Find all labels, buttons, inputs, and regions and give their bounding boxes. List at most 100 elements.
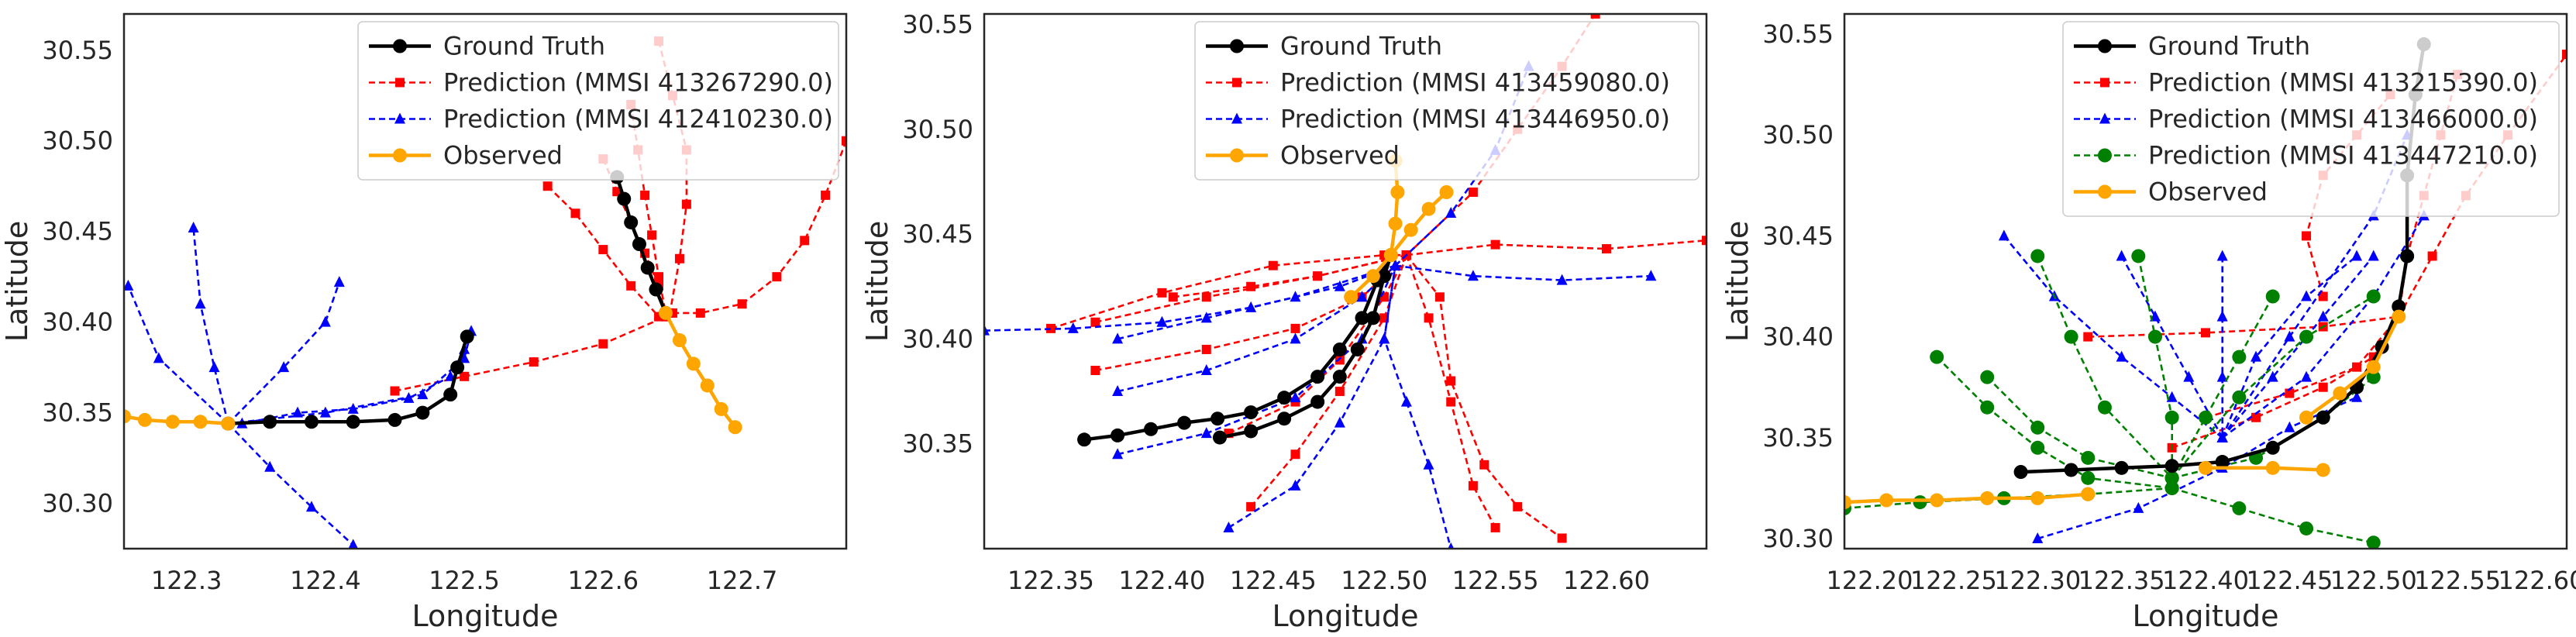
point-marker — [632, 237, 646, 252]
y-axis-label: Latitude — [0, 221, 34, 342]
x-axis-label: Longitude — [412, 599, 559, 633]
square-marker — [1490, 522, 1500, 532]
series-line — [227, 281, 341, 425]
triangle-marker — [1200, 427, 1212, 439]
triangle-marker — [2216, 370, 2228, 382]
triangle-marker — [153, 352, 164, 363]
point-marker — [1980, 400, 1995, 415]
point-marker — [2265, 460, 2280, 475]
triangle-marker — [1223, 521, 1235, 532]
point-marker — [415, 405, 430, 420]
point-marker — [2316, 410, 2330, 425]
point-marker — [2265, 440, 2280, 455]
point-marker — [460, 329, 474, 344]
triangle-marker — [1290, 479, 1301, 491]
square-marker — [674, 253, 684, 263]
point-marker — [686, 356, 701, 371]
x-tick-label: 122.40 — [1118, 566, 1205, 595]
series-line — [1390, 191, 1448, 257]
series-line — [1095, 253, 1407, 324]
square-marker — [2302, 231, 2312, 241]
triangle-marker — [1067, 322, 1079, 333]
square-marker — [821, 190, 831, 200]
triangle-marker — [1998, 229, 2009, 241]
triangle-marker — [1390, 259, 1401, 270]
y-tick-label: 30.55 — [42, 36, 113, 65]
series-line — [1383, 265, 1452, 549]
triangle-marker — [333, 276, 345, 288]
point-marker — [1244, 405, 1259, 420]
x-tick-label: 122.5 — [429, 566, 500, 595]
x-tick-label: 122.3 — [151, 566, 222, 595]
point-marker — [700, 378, 715, 393]
x-tick-label: 122.20 — [1827, 566, 1913, 595]
series-observed-0 — [1844, 309, 2406, 510]
point-marker — [2366, 289, 2381, 304]
square-marker — [800, 236, 810, 246]
point-marker — [1277, 391, 1292, 405]
square-marker — [695, 308, 705, 318]
triangle-marker — [1467, 270, 1479, 281]
legend-label: Prediction (MMSI 413446950.0) — [1280, 105, 1670, 134]
square-marker — [2285, 388, 2295, 398]
point-marker — [1332, 370, 1347, 384]
triangle-marker — [2284, 421, 2295, 432]
point-marker — [1365, 269, 1380, 284]
point-marker — [1383, 248, 1398, 263]
x-tick-label: 122.60 — [1563, 566, 1650, 595]
triangle-marker — [2267, 370, 2278, 382]
legend-marker — [394, 112, 405, 124]
point-marker — [2392, 309, 2406, 324]
x-axis-label: Longitude — [2133, 599, 2279, 633]
triangle-marker — [1445, 207, 1457, 219]
square-marker — [1313, 271, 1323, 281]
square-marker — [654, 272, 664, 282]
y-tick-label: 30.55 — [1762, 19, 1834, 49]
square-marker — [2318, 382, 2328, 392]
square-marker — [1590, 14, 1600, 19]
y-axis-label: Latitude — [1720, 221, 1755, 342]
y-tick-label: 30.40 — [1762, 322, 1834, 352]
square-marker — [2251, 412, 2261, 422]
square-marker — [390, 386, 400, 396]
point-marker — [2081, 487, 2096, 501]
point-marker — [1310, 394, 1325, 409]
legend-marker — [1230, 39, 1244, 53]
legend-entry: Ground Truth — [2074, 32, 2310, 61]
point-marker — [1177, 415, 1192, 430]
square-marker — [1434, 292, 1445, 302]
triangle-marker — [2216, 310, 2228, 322]
square-marker — [1446, 397, 1456, 407]
plot-frame — [122, 12, 848, 550]
point-marker — [1980, 491, 1995, 505]
square-marker — [1702, 236, 1706, 246]
legend-label: Ground Truth — [2148, 32, 2310, 61]
legend-marker — [393, 39, 407, 53]
legend-marker — [2100, 77, 2109, 88]
x-tick-label: 122.45 — [1230, 566, 1317, 595]
point-marker — [1377, 269, 1392, 284]
point-marker — [2030, 249, 2045, 263]
point-marker — [165, 415, 180, 429]
triangle-marker — [1423, 458, 1434, 470]
square-marker — [737, 299, 747, 309]
point-marker — [1879, 493, 1894, 508]
square-marker — [2201, 328, 2210, 338]
plot-frame — [983, 12, 1708, 550]
y-tick-label: 30.50 — [902, 115, 973, 144]
triangle-marker — [984, 324, 990, 336]
triangle-marker — [305, 501, 317, 512]
triangle-marker — [417, 388, 429, 400]
x-tick-label: 122.50 — [1341, 566, 1427, 595]
triangle-marker — [1112, 448, 1124, 460]
square-marker — [1090, 317, 1100, 327]
point-marker — [728, 420, 742, 435]
point-marker — [2316, 463, 2330, 477]
square-marker — [1157, 288, 1167, 298]
x-tick-label: 122.35 — [1007, 566, 1094, 595]
point-marker — [2030, 420, 2045, 435]
triangle-marker — [2368, 250, 2379, 261]
y-tick-label: 30.35 — [42, 398, 113, 428]
triangle-marker — [348, 539, 359, 549]
triangle-marker — [459, 352, 470, 363]
